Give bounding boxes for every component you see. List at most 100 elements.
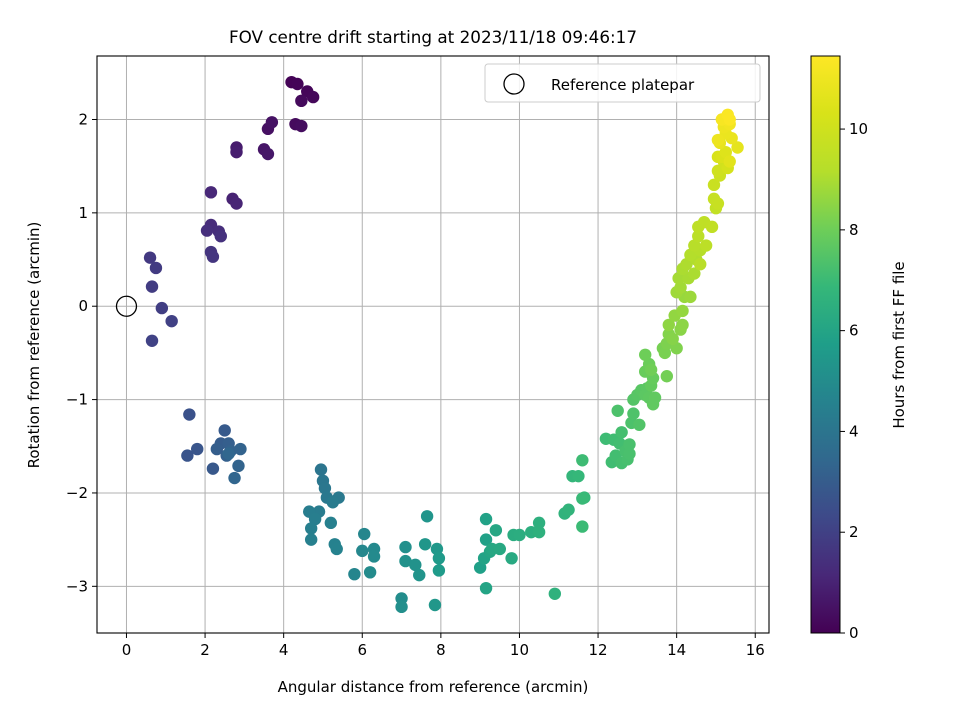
data-point bbox=[505, 552, 518, 565]
data-point bbox=[658, 346, 672, 360]
data-point bbox=[430, 542, 444, 556]
data-point bbox=[666, 332, 679, 346]
data-point bbox=[145, 334, 159, 347]
colorbar-ticks: 0 2 4 6 8 10 bbox=[840, 120, 868, 642]
data-point bbox=[214, 229, 227, 243]
data-point bbox=[222, 447, 235, 460]
data-point bbox=[295, 94, 308, 108]
data-point bbox=[324, 516, 338, 530]
data-point bbox=[210, 442, 224, 456]
reference-platepar-marker bbox=[115, 295, 138, 317]
data-point bbox=[183, 408, 196, 421]
data-point bbox=[230, 197, 243, 210]
data-point bbox=[418, 538, 432, 551]
data-point bbox=[191, 442, 204, 456]
data-point bbox=[308, 512, 322, 526]
data-point bbox=[670, 342, 683, 355]
data-point bbox=[314, 463, 328, 476]
data-point bbox=[572, 469, 585, 483]
legend-label: Reference platepar bbox=[551, 76, 695, 94]
x-tick-label: 6 bbox=[357, 641, 367, 659]
data-point bbox=[611, 404, 624, 417]
x-tick-label: 14 bbox=[667, 641, 686, 659]
data-point bbox=[326, 496, 339, 509]
data-point bbox=[155, 301, 169, 315]
data-point bbox=[493, 542, 507, 556]
data-point bbox=[684, 290, 697, 304]
x-tick-label: 12 bbox=[589, 641, 608, 659]
data-point bbox=[660, 370, 674, 383]
data-point bbox=[420, 510, 434, 523]
colorbar-tick-label: 2 bbox=[849, 523, 859, 541]
data-point bbox=[672, 272, 685, 285]
data-point bbox=[644, 363, 658, 376]
data-point bbox=[684, 248, 697, 262]
data-point bbox=[694, 258, 707, 271]
plot-background bbox=[97, 56, 769, 633]
data-point bbox=[399, 554, 412, 568]
x-tick-label: 0 bbox=[122, 641, 132, 659]
data-point bbox=[711, 133, 725, 147]
data-point bbox=[306, 90, 320, 104]
data-point bbox=[409, 558, 422, 572]
data-point bbox=[143, 251, 157, 264]
data-point bbox=[562, 503, 575, 516]
y-axis-label: Rotation from reference (arcmin) bbox=[25, 222, 43, 469]
data-point bbox=[688, 239, 701, 252]
data-point bbox=[181, 449, 194, 462]
data-point bbox=[674, 281, 687, 294]
y-tick-label: −1 bbox=[66, 391, 88, 409]
chart-title: FOV centre drift starting at 2023/11/18 … bbox=[229, 27, 637, 47]
data-point bbox=[479, 533, 493, 546]
data-point bbox=[615, 426, 628, 439]
data-point bbox=[623, 447, 636, 460]
data-point bbox=[413, 568, 426, 582]
data-point bbox=[318, 482, 332, 495]
data-point bbox=[304, 533, 318, 546]
data-point bbox=[232, 459, 245, 473]
data-point bbox=[699, 239, 713, 252]
data-point bbox=[218, 424, 231, 437]
data-point bbox=[639, 348, 652, 361]
data-point bbox=[206, 250, 220, 263]
data-point bbox=[723, 113, 736, 126]
y-tick-label: 0 bbox=[78, 297, 88, 315]
data-point bbox=[705, 220, 719, 234]
y-tick-label: −3 bbox=[66, 577, 88, 595]
data-point bbox=[711, 164, 725, 178]
colorbar-tick-label: 0 bbox=[849, 624, 859, 642]
legend-box bbox=[484, 63, 761, 103]
data-point bbox=[676, 318, 689, 332]
colorbar-gradient bbox=[810, 55, 841, 634]
data-point bbox=[165, 314, 178, 328]
data-point bbox=[576, 454, 589, 467]
data-point bbox=[200, 224, 214, 237]
data-point bbox=[330, 542, 343, 556]
data-point bbox=[548, 587, 562, 600]
data-point bbox=[719, 145, 732, 159]
data-point bbox=[676, 304, 689, 318]
data-point bbox=[576, 520, 589, 533]
data-point bbox=[304, 522, 318, 535]
data-point bbox=[432, 564, 446, 577]
scatter-points bbox=[143, 75, 744, 614]
y-tick-label: −2 bbox=[66, 484, 88, 502]
data-point bbox=[623, 438, 636, 451]
data-point bbox=[367, 550, 381, 563]
x-tick-label: 10 bbox=[510, 641, 529, 659]
data-point bbox=[206, 462, 220, 475]
data-point bbox=[348, 567, 361, 581]
x-tick-label: 4 bbox=[279, 641, 289, 659]
plot-frame bbox=[96, 55, 770, 634]
data-point bbox=[399, 540, 412, 554]
data-point bbox=[228, 471, 241, 485]
data-point bbox=[648, 391, 662, 404]
data-point bbox=[230, 145, 243, 159]
x-tick-label: 2 bbox=[200, 641, 210, 659]
colorbar-label: Hours from first FF file bbox=[890, 261, 908, 428]
data-point bbox=[532, 516, 546, 530]
legend-marker-icon bbox=[503, 73, 525, 95]
data-point bbox=[532, 525, 546, 539]
data-point bbox=[356, 544, 369, 558]
